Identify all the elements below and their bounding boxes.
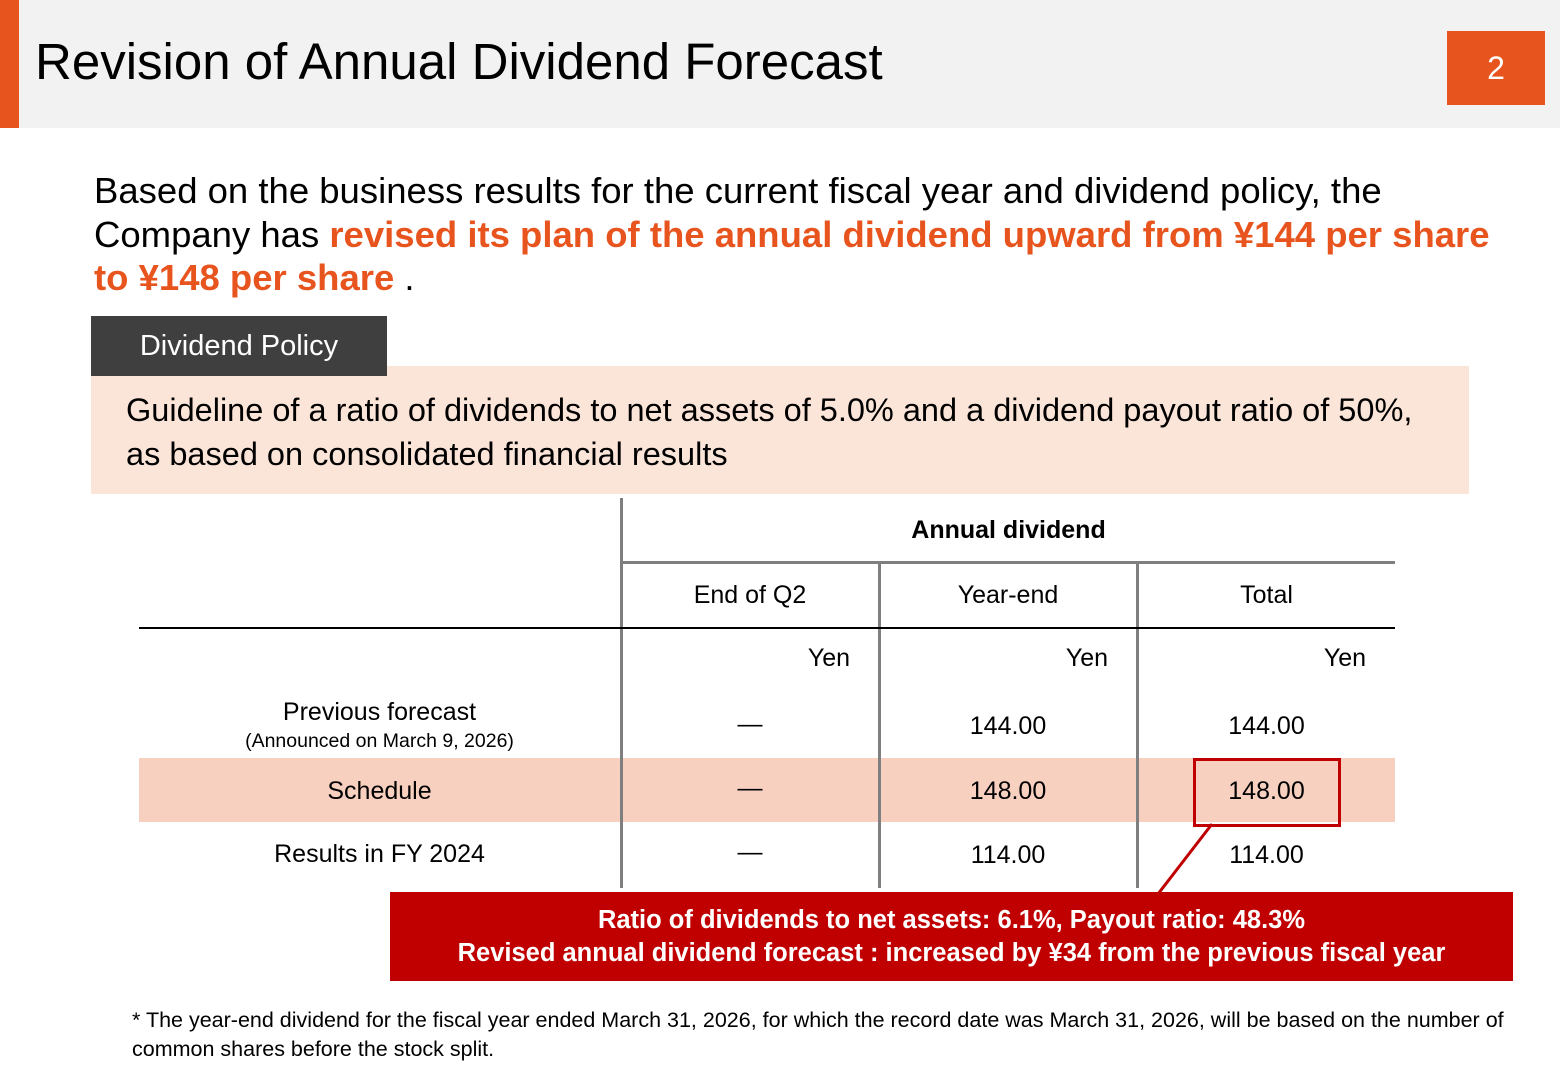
- callout-line-ratios: Ratio of dividends to net assets: 6.1%, …: [597, 905, 1306, 934]
- cell-previous-year-end: 144.00: [969, 712, 1047, 740]
- cell-results-year-end: 114.00: [970, 841, 1046, 869]
- cell-schedule-q2: ―: [737, 774, 763, 802]
- cell-previous-total: 144.00: [1228, 712, 1305, 740]
- unit-q2: Yen: [807, 644, 850, 672]
- table-vline-q2: [878, 562, 881, 888]
- row-label-previous-forecast: Previous forecast: [282, 698, 477, 726]
- column-header-total: Total: [1240, 581, 1293, 609]
- page-number-badge: 2: [1447, 31, 1545, 105]
- dividend-policy-text: Guideline of a ratio of dividends to net…: [126, 392, 1413, 472]
- table-group-header: Annual dividend: [911, 516, 1106, 544]
- cell-schedule-year-end: 148.00: [969, 777, 1047, 805]
- table-hline-header: [139, 627, 1395, 629]
- callout-line-increase: Revised annual dividend forecast : incre…: [457, 938, 1446, 967]
- slide-header: [0, 0, 1560, 128]
- column-header-year-end: Year-end: [957, 581, 1059, 609]
- footnote: * The year-end dividend for the fiscal y…: [132, 1008, 1504, 1061]
- row-sublabel-announced: (Announced on March 9, 2026): [245, 730, 514, 752]
- total-highlight-box: [1193, 758, 1341, 827]
- column-header-q2: End of Q2: [693, 581, 807, 609]
- intro-text-after: .: [394, 257, 415, 298]
- table-vline-label: [620, 498, 623, 888]
- intro-paragraph: Based on the business results for the cu…: [94, 169, 1514, 300]
- dividend-policy-box: [91, 366, 1469, 494]
- callout-connector-line: [1156, 823, 1214, 895]
- page-title: Revision of Annual Dividend Forecast: [35, 33, 883, 90]
- cell-previous-q2: ―: [737, 710, 763, 738]
- row-label-schedule: Schedule: [327, 777, 432, 805]
- cell-results-total: 114.00: [1229, 841, 1304, 869]
- unit-year-end: Yen: [1065, 644, 1108, 672]
- dividend-policy-tab: Dividend Policy: [91, 316, 387, 376]
- schedule-row-band: [139, 758, 1395, 822]
- table-hline-group: [621, 561, 1395, 564]
- cell-results-q2: ―: [737, 838, 763, 866]
- cell-schedule-total: 148.00: [1228, 777, 1305, 805]
- intro-highlight: revised its plan of the annual dividend …: [94, 213, 1490, 299]
- intro-text-before: Based on the business results for the cu…: [94, 170, 1382, 255]
- unit-total: Yen: [1323, 644, 1366, 672]
- summary-callout: Ratio of dividends to net assets: 6.1%, …: [390, 892, 1513, 981]
- header-accent-bar: [0, 0, 19, 128]
- table-vline-yearend: [1136, 562, 1139, 888]
- row-label-results-fy2024: Results in FY 2024: [274, 840, 485, 868]
